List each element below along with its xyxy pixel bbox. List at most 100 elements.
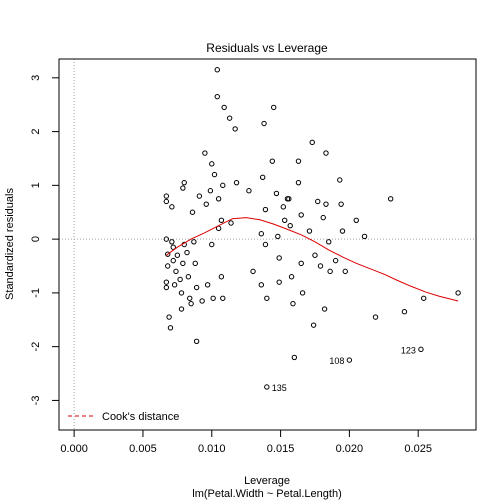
data-point [211, 171, 218, 178]
data-point [181, 179, 187, 186]
data-point [262, 241, 269, 248]
data-point [203, 201, 209, 207]
data-point [315, 198, 321, 205]
data-point [165, 263, 171, 269]
data-point [280, 204, 287, 210]
data-point [276, 255, 282, 261]
legend: Cook's distance [68, 411, 179, 423]
data-point [295, 158, 302, 164]
data-point [298, 260, 304, 267]
data-point [170, 257, 176, 264]
data-point [264, 295, 270, 301]
data-point [196, 193, 203, 199]
data-point [215, 196, 222, 202]
data-point [326, 239, 332, 245]
data-point [209, 161, 215, 167]
point-label: 108 [329, 356, 344, 366]
data-point [210, 295, 216, 301]
x-tick-label: 0.025 [404, 443, 432, 455]
data-point [173, 268, 179, 275]
data-point [171, 282, 178, 288]
data-point [163, 198, 170, 205]
data-point [169, 204, 175, 210]
data-point [193, 284, 200, 291]
data-point [163, 236, 170, 242]
data-point [233, 179, 240, 186]
y-axis-label: Standardized residuals [4, 188, 16, 300]
data-point [320, 214, 326, 221]
data-point [167, 325, 174, 331]
data-point [262, 206, 269, 213]
data-point [259, 174, 266, 180]
data-point [174, 252, 181, 258]
data-point [250, 268, 256, 275]
data-point [180, 260, 186, 267]
legend-label: Cook's distance [102, 411, 179, 423]
data-point [276, 279, 282, 285]
data-point [170, 244, 176, 250]
point-labels: 135 108 123 [272, 345, 416, 393]
data-point [220, 295, 226, 301]
data-point [189, 209, 196, 215]
data-point [177, 276, 183, 283]
data-point [338, 201, 344, 207]
data-point [220, 182, 226, 189]
data-point [264, 384, 270, 390]
data-point [337, 177, 343, 183]
data-point [342, 268, 348, 275]
data-point [169, 239, 175, 245]
data-point [401, 309, 408, 315]
x-tick-label: 0.020 [336, 443, 364, 455]
data-point [184, 249, 190, 256]
y-tick-label: -3 [30, 396, 42, 406]
data-point [163, 193, 170, 199]
data-point [187, 295, 193, 301]
data-point [191, 239, 197, 245]
x-tick-label: 0.000 [60, 443, 88, 455]
y-tick-label: 2 [30, 129, 42, 135]
data-point [209, 241, 215, 248]
data-point [387, 196, 394, 202]
y-axis: -3 -2 -1 0 1 2 3 [30, 75, 60, 406]
data-point [207, 188, 214, 194]
data-point [261, 120, 267, 127]
chart-subtitle: lm(Petal.Width ~ Petal.Length) [192, 488, 342, 500]
data-point [214, 67, 220, 73]
data-point [299, 290, 306, 296]
data-point [346, 357, 353, 363]
y-tick-label: -2 [30, 342, 42, 352]
data-point [218, 274, 225, 280]
data-point [270, 104, 277, 111]
data-point [312, 252, 318, 258]
reference-lines [59, 59, 476, 430]
data-point [202, 150, 208, 156]
data-point [199, 298, 205, 304]
data-point [178, 306, 185, 312]
data-point [361, 233, 368, 240]
y-tick-label: 3 [30, 75, 42, 81]
y-tick-label: 1 [30, 182, 42, 188]
data-point [287, 222, 293, 229]
data-point [258, 231, 265, 237]
chart-title: Residuals vs Leverage [206, 41, 328, 55]
x-tick-label: 0.010 [198, 443, 226, 455]
point-label: 135 [272, 383, 287, 393]
data-point [193, 338, 200, 344]
x-axis: 0.000 0.005 0.010 0.015 0.020 0.025 [60, 429, 432, 455]
data-point [232, 126, 238, 132]
data-point [258, 282, 265, 288]
data-point [246, 188, 252, 194]
data-point [221, 104, 227, 111]
data-point [455, 290, 461, 296]
data-point [282, 217, 288, 224]
data-point [286, 196, 292, 202]
data-point [421, 295, 427, 301]
data-point [295, 179, 302, 186]
data-point [214, 93, 220, 100]
data-point [163, 284, 170, 291]
data-point [353, 217, 359, 224]
data-point [332, 257, 339, 264]
data-point [192, 260, 198, 267]
smooth-line-group [166, 217, 459, 302]
